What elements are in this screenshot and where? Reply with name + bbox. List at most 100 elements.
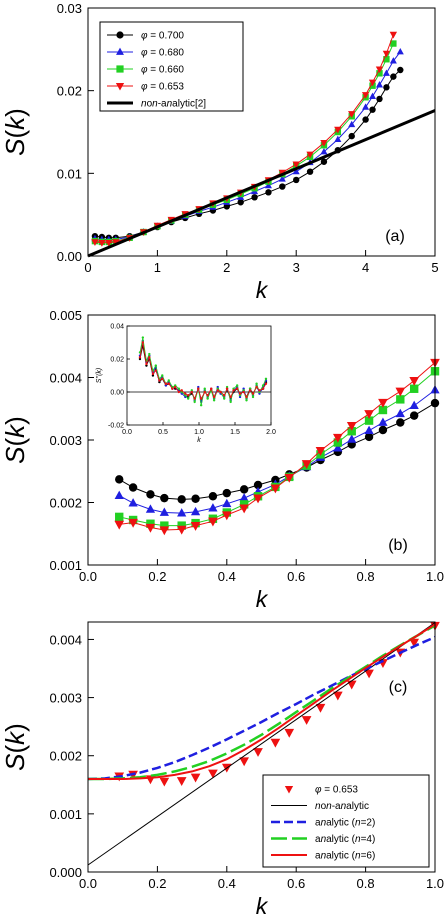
data-point (301, 460, 312, 469)
y-tick-label: 0.03 (57, 1, 82, 16)
inset-x-tick-label: 0.0 (122, 429, 132, 436)
legend-entry: φ = 0.653 (107, 82, 184, 93)
x-tick-label: 1.0 (426, 876, 444, 891)
inset-data-point (164, 384, 168, 387)
y-tick-label: 0.01 (57, 166, 82, 181)
inset-data-point (184, 394, 187, 397)
legend-entry: φ = 0.660 (107, 65, 184, 76)
series-line (88, 623, 436, 780)
inset-data-point (177, 390, 181, 394)
inset-y-label: S''(k) (96, 368, 103, 384)
legend-label: φ = 0.660 (141, 65, 184, 76)
data-point (128, 518, 138, 528)
inset-x-tick-label: 0.5 (158, 429, 168, 436)
data-point (409, 638, 420, 648)
data-point (396, 395, 405, 404)
x-tick-label: 0 (84, 260, 91, 275)
data-point (270, 484, 281, 494)
inset-data-point (180, 389, 183, 392)
legend-marker (116, 47, 124, 55)
plot-area (114, 358, 440, 536)
data-point (128, 483, 138, 492)
data-point (409, 411, 419, 420)
inset-data-point (229, 395, 232, 399)
legend-marker (116, 31, 124, 39)
inset-y-tick-label: 0.00 (110, 390, 124, 397)
legend-entry: φ = 0.653 (284, 785, 358, 796)
data-point (292, 161, 300, 169)
inset-data-point (167, 382, 170, 385)
legend-label: φ = 0.653 (315, 785, 358, 796)
legend-entry: analytic (n=2) (271, 818, 375, 829)
data-point (251, 194, 258, 201)
inset-data-point (238, 394, 242, 397)
legend-marker (116, 65, 124, 73)
inset-data-point (148, 352, 151, 356)
data-point (368, 79, 377, 87)
data-point (333, 443, 343, 452)
series-4 (87, 109, 436, 258)
data-point (409, 400, 419, 409)
x-axis-label: k (256, 893, 269, 919)
series-0 (114, 621, 440, 787)
x-tick-label: 1.0 (426, 569, 444, 584)
inset-data-point (255, 385, 258, 389)
data-point (396, 418, 405, 427)
data-point (91, 239, 99, 246)
x-tick-label: 2 (223, 260, 230, 275)
data-point (362, 103, 370, 110)
inset-data-point (242, 390, 245, 394)
data-point (159, 507, 169, 516)
inset-data-point (245, 399, 248, 402)
inset-data-point (219, 390, 222, 394)
inset-data-point (229, 400, 232, 404)
data-point (389, 31, 398, 39)
data-point (159, 526, 170, 536)
inset-y-tick-label: 0.02 (110, 357, 124, 364)
data-point (364, 432, 374, 442)
x-tick-label: 0.0 (79, 876, 97, 891)
legend: φ = 0.653 non-analytic analytic (n=2) analy… (262, 774, 430, 868)
x-tick-label: 0.0 (79, 569, 97, 584)
series-3 (88, 624, 436, 781)
data-point (369, 92, 377, 100)
series-line (87, 635, 436, 781)
legend-label: φ = 0.700 (141, 31, 184, 42)
legend-label: analytic (n=6) (315, 851, 375, 862)
inset-data-point (242, 389, 245, 392)
inset-data-point (206, 397, 209, 400)
data-point (333, 433, 343, 443)
data-point (146, 519, 155, 528)
inset-data-point (235, 387, 239, 390)
data-point (222, 498, 232, 508)
data-point (364, 410, 374, 419)
x-tick-label: 3 (293, 260, 300, 275)
data-point (306, 151, 314, 159)
inset-data-point (216, 385, 219, 389)
y-tick-label: 0.001 (49, 558, 82, 573)
data-point (346, 422, 357, 431)
data-point (375, 66, 384, 74)
inset-data-point (197, 387, 200, 390)
data-point (284, 473, 295, 483)
legend-label: non-analytic[2] (141, 99, 206, 110)
inset-data-point (258, 389, 261, 392)
data-point (378, 398, 388, 408)
data-point (159, 777, 170, 787)
x-axis-label: k (256, 277, 269, 303)
inset-data-point (225, 387, 229, 390)
inset-data-point (203, 390, 206, 394)
data-point (128, 498, 138, 507)
inset-data-point (145, 364, 148, 367)
inset-x-label: k (197, 437, 201, 444)
legend-label: φ = 0.680 (141, 48, 184, 59)
inset-data-point (206, 394, 209, 397)
inset-data-point (138, 356, 142, 359)
data-point (369, 106, 376, 113)
x-tick-label: 0.6 (287, 876, 305, 891)
x-tick-label: 0.2 (148, 876, 166, 891)
inset-data-point (190, 390, 193, 394)
y-tick-label: 0.004 (49, 371, 82, 386)
inset-data-point (174, 384, 177, 387)
